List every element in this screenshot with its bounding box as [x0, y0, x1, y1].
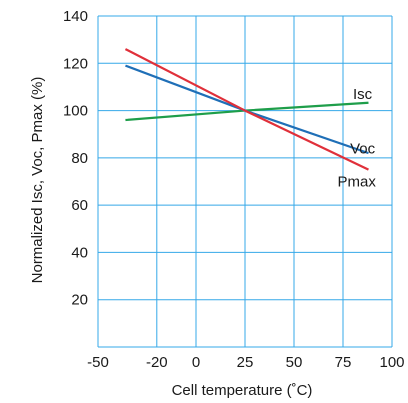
x-tick-label: 75: [335, 354, 352, 371]
y-tick-label: 140: [63, 8, 88, 25]
x-tick-label: 50: [286, 354, 303, 371]
series-label-voc: Voc: [350, 140, 376, 157]
x-tick-label: 100: [379, 354, 404, 371]
y-tick-label: 120: [63, 55, 88, 72]
y-tick-label: 40: [71, 244, 88, 261]
x-tick-label: 0: [192, 354, 200, 371]
x-tick-label: -50: [87, 354, 109, 371]
y-tick-label: 20: [71, 292, 88, 309]
y-axis-title: Normalized Isc, Voc, Pmax (%): [29, 77, 46, 284]
series-label-isc: Isc: [353, 86, 373, 103]
y-tick-label: 80: [71, 150, 88, 167]
series-label-pmax: Pmax: [338, 174, 377, 191]
x-tick-label: 25: [237, 354, 254, 371]
y-tick-label: 100: [63, 103, 88, 120]
series-lines: [125, 49, 368, 170]
x-tick-label: -20: [146, 354, 168, 371]
y-tick-label: 60: [71, 197, 88, 214]
x-axis-title: Cell temperature (˚C): [172, 382, 313, 399]
